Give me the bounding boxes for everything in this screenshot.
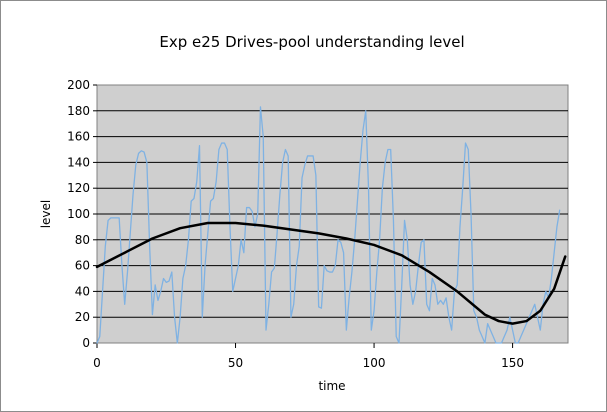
y-tick-label: 60: [75, 259, 90, 273]
y-tick-label: 200: [67, 78, 90, 92]
y-tick-label: 120: [67, 181, 90, 195]
y-tick-label: 0: [82, 336, 90, 350]
x-tick-label: 150: [501, 356, 524, 370]
series-line-1: [95, 221, 567, 325]
y-tick-label: 20: [75, 310, 90, 324]
y-tick-label: 100: [67, 207, 90, 221]
series-line-0: [96, 106, 561, 344]
x-tick-label: 100: [363, 356, 386, 370]
x-tick-label: 50: [228, 356, 243, 370]
x-axis-label: time: [318, 379, 345, 393]
series-layer: [95, 106, 567, 344]
y-tick-label: 40: [75, 284, 90, 298]
chart-title: Exp e25 Drives-pool understanding level: [159, 33, 464, 51]
y-tick-label: 180: [67, 104, 90, 118]
y-tick-label: 80: [75, 233, 90, 247]
y-axis-label: level: [39, 200, 53, 229]
y-tick-label: 140: [67, 155, 90, 169]
x-tick-label: 0: [93, 356, 101, 370]
axes: 0 20 40 60 80 100 120 140 160 180 200 0 50 100 150: [67, 78, 524, 370]
y-tick-label: 160: [67, 130, 90, 144]
